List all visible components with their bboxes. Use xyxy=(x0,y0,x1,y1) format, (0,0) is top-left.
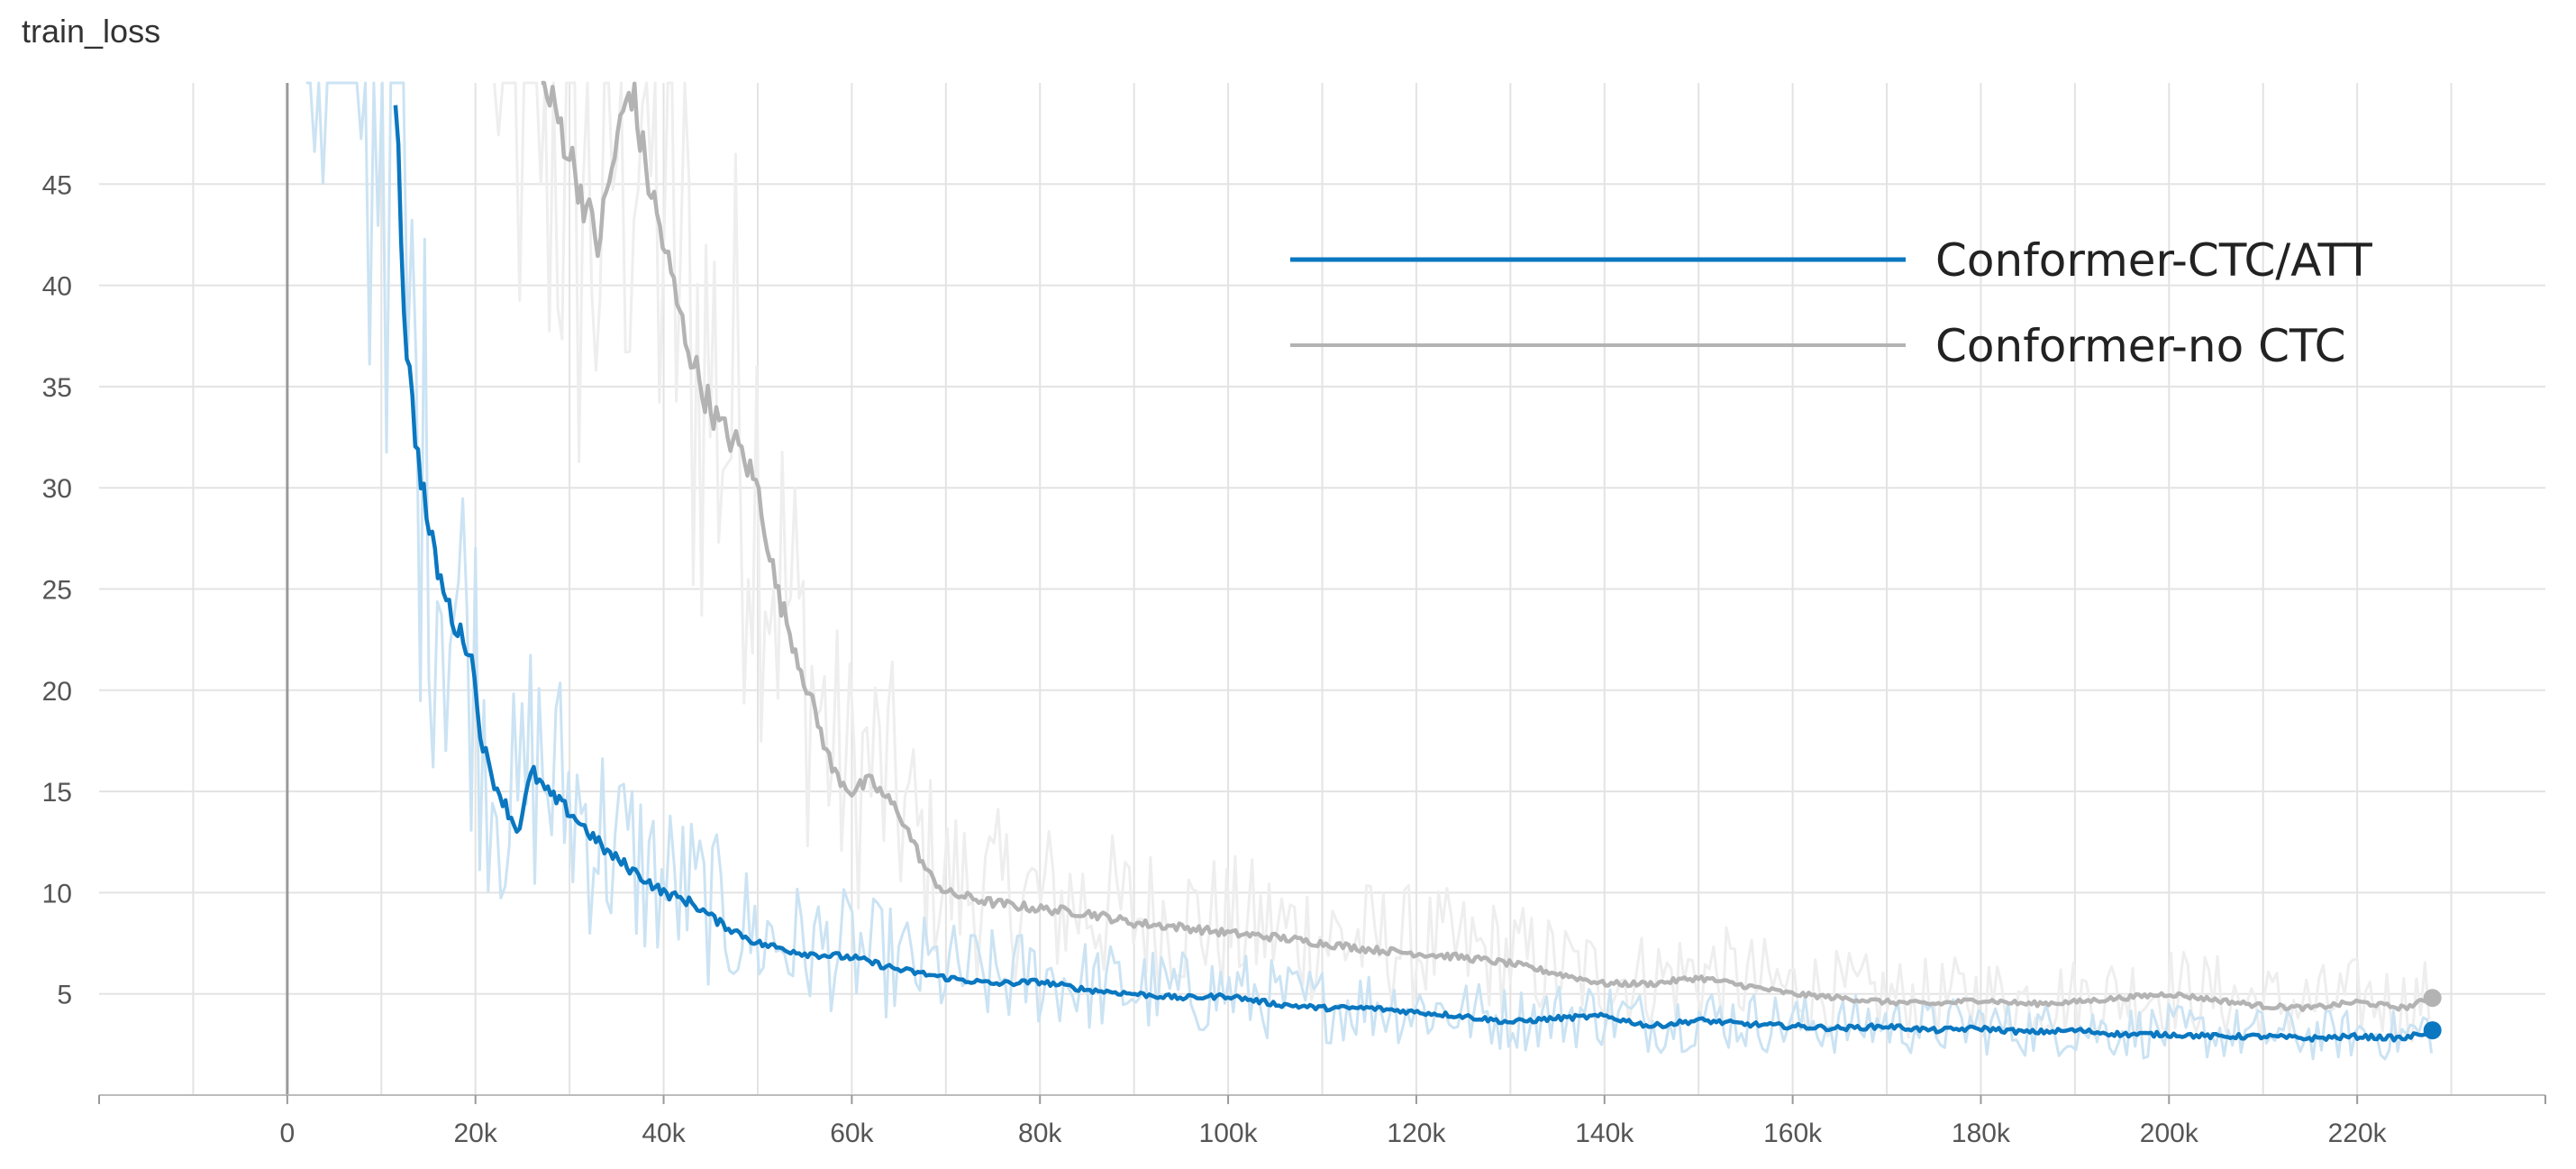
legend-label-ctc-att: Conformer-CTC/ATT xyxy=(1935,234,2372,287)
raw-trace-no-ctc xyxy=(493,81,2431,1043)
legend: Conformer-CTC/ATT Conformer-no CTC xyxy=(1290,234,2372,372)
chart-title: train_loss xyxy=(22,13,161,50)
x-tick-label: 180k xyxy=(1952,1119,2011,1148)
y-tick-label: 30 xyxy=(42,474,72,504)
end-marker-ctc-att xyxy=(2423,1021,2442,1040)
x-tick-label: 40k xyxy=(642,1119,686,1148)
y-tick-label: 40 xyxy=(42,272,72,302)
x-tick-marks xyxy=(98,1095,2546,1104)
x-tick-label: 0 xyxy=(280,1119,296,1148)
x-tick-label: 20k xyxy=(454,1119,498,1148)
series-end-markers xyxy=(2423,989,2442,1040)
y-tick-label: 5 xyxy=(57,981,72,1010)
x-tick-label: 120k xyxy=(1387,1119,1446,1148)
x-tick-label: 100k xyxy=(1199,1119,1259,1148)
smoothed-series-lines xyxy=(393,80,2433,1043)
y-tick-label: 45 xyxy=(42,170,72,200)
y-tick-labels: 5 10 15 20 25 30 35 40 45 xyxy=(42,170,72,1009)
series-line-ctc-att xyxy=(393,105,2433,1043)
y-tick-label: 10 xyxy=(42,879,72,909)
x-tick-label: 160k xyxy=(1763,1119,1823,1148)
raw-series-traces xyxy=(305,81,2434,1061)
x-tick-label: 80k xyxy=(1018,1119,1062,1148)
y-tick-label: 15 xyxy=(42,778,72,808)
x-tick-label: 60k xyxy=(830,1119,874,1148)
x-tick-label: 200k xyxy=(2140,1119,2199,1148)
x-tick-labels: 0 20k 40k 60k 80k 100k 120k 140k 160k 180k 200k 220… xyxy=(280,1119,2388,1148)
legend-label-no-ctc: Conformer-no CTC xyxy=(1935,320,2346,372)
y-tick-label: 35 xyxy=(42,373,72,403)
x-tick-label: 140k xyxy=(1575,1119,1634,1148)
y-tick-label: 20 xyxy=(42,677,72,707)
y-tick-label: 25 xyxy=(42,576,72,606)
x-tick-label: 220k xyxy=(2328,1119,2388,1148)
end-marker-no-ctc xyxy=(2423,989,2442,1008)
series-line-no-ctc xyxy=(541,80,2433,1013)
